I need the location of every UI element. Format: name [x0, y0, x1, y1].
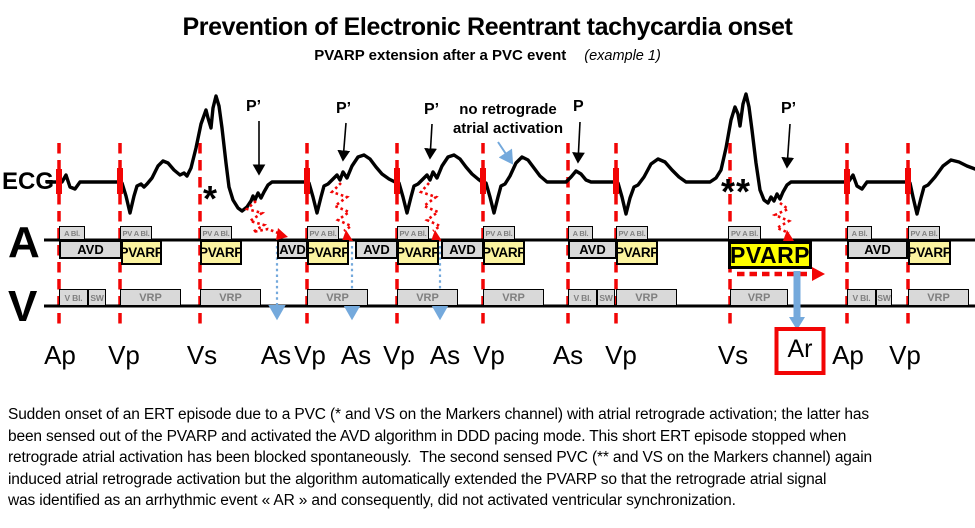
v-box-vrp: VRP — [483, 289, 544, 306]
p-wave-label: P’ — [246, 98, 262, 115]
marker-as: As — [340, 340, 372, 370]
note-arrow — [497, 141, 514, 165]
blanking-box-pvabl: PV A Bl. — [120, 226, 152, 240]
blanking-box-abl: A Bl. — [847, 226, 872, 240]
page-title: Prevention of Electronic Reentrant tachy… — [182, 13, 793, 41]
avd-box: AVD — [277, 240, 308, 259]
page-subtitle: PVARP extension after a PVC event (exampl… — [0, 47, 975, 64]
pvarp-box: PVARP — [307, 240, 349, 265]
blanking-box-abl: A Bl. — [568, 226, 593, 240]
marker-vp: Vp — [605, 340, 637, 370]
ecg-trace — [45, 92, 975, 216]
ecg-channel-label: ECG — [2, 168, 55, 195]
subtitle-text: PVARP extension after a PVC event — [314, 47, 567, 64]
v-box-vrp: VRP — [397, 289, 458, 306]
blanking-box-pvabl: PV A Bl. — [728, 226, 761, 240]
marker-vp: Vp — [473, 340, 505, 370]
avd-box: AVD — [847, 240, 908, 259]
v-box-sw: SW — [876, 289, 892, 306]
marker-vs: Vs — [186, 340, 218, 370]
caption-line: was identified as an arrhythmic event « … — [8, 492, 736, 510]
caption-line: Sudden onset of an ERT episode due to a … — [8, 406, 869, 423]
v-box-vrp: VRP — [200, 289, 261, 306]
example-note: (example 1) — [584, 48, 661, 64]
marker-as: As — [429, 340, 461, 370]
blanking-box-pvabl: PV A Bl. — [483, 226, 515, 240]
avd-box: AVD — [568, 240, 617, 259]
marker-vp: Vp — [294, 340, 326, 370]
pvarp-box: PVARP — [397, 240, 439, 265]
blanking-box-pvabl: PV A Bl. — [908, 226, 940, 240]
ar-event-arrow — [789, 271, 805, 330]
avd-box: AVD — [441, 240, 484, 259]
caption-line: retrograde atrial activation has been bl… — [8, 449, 873, 467]
p-wave-label: P — [573, 98, 584, 115]
marker-vp: Vp — [108, 340, 140, 370]
avd-box: AVD — [355, 240, 398, 259]
no-retrograde-note: no retrograde atrial activation — [452, 101, 564, 137]
v-box-vbl: V Bl. — [59, 289, 88, 306]
pvarp-box: PVARP — [908, 240, 951, 265]
v-box-vrp: VRP — [730, 289, 788, 306]
marker-as: As — [552, 340, 584, 370]
v-box-vbl: V Bl. — [568, 289, 597, 306]
pvarp-box: PVARP — [121, 240, 162, 265]
v-box-vbl: V Bl. — [847, 289, 876, 306]
pvarp-box: PVARP — [616, 240, 658, 265]
caption-line: been sensed out of the PVARP and activat… — [8, 427, 847, 445]
v-box-sw: SW — [88, 289, 106, 306]
a-channel-label: A — [8, 218, 40, 267]
v-box-vrp: VRP — [908, 289, 969, 306]
pvarp-extension-arrow — [737, 267, 825, 281]
retrograde-zigzag-trails — [244, 182, 792, 235]
v-box-vrp: VRP — [120, 289, 181, 306]
marker-vp: Vp — [383, 340, 415, 370]
blanking-box-pvabl: PV A Bl. — [307, 226, 339, 240]
blanking-box-pvabl: PV A Bl. — [397, 226, 429, 240]
blanking-box-pvabl: PV A Bl. — [616, 226, 648, 240]
v-box-sw: SW — [597, 289, 615, 306]
retrograde-zigzag-arrowheads — [276, 228, 794, 241]
pvc-star: * — [203, 178, 219, 219]
blanking-box-pvabl: PV A Bl. — [200, 226, 232, 240]
p-wave-arrows — [252, 121, 795, 176]
marker-as: As — [260, 340, 292, 370]
marker-vs: Vs — [717, 340, 749, 370]
p-wave-label: P’ — [336, 100, 352, 117]
pvc-star: ** — [721, 171, 752, 212]
pvarp-big-box: PVARP — [728, 241, 812, 269]
caption-paragraph: Sudden onset of an ERT episode due to a … — [8, 404, 872, 512]
caption-line: induced atrial retrograde activation but… — [8, 470, 827, 488]
pvarp-box: PVARP — [200, 240, 242, 265]
marker-ar-boxed: Ar — [774, 327, 826, 375]
p-wave-label: P’ — [424, 101, 440, 118]
marker-vp: Vp — [889, 340, 921, 370]
v-channel-label: V — [8, 282, 38, 331]
p-wave-label: P’ — [781, 100, 797, 117]
avd-box: AVD — [59, 240, 122, 259]
pacing-spikes — [56, 168, 911, 194]
marker-ap: Ap — [832, 340, 864, 370]
pvarp-box: PVARP — [483, 240, 525, 265]
blanking-box-abl: A Bl. — [59, 226, 85, 240]
v-box-vrp: VRP — [616, 289, 677, 306]
marker-ap: Ap — [44, 340, 76, 370]
v-box-vrp: VRP — [307, 289, 368, 306]
